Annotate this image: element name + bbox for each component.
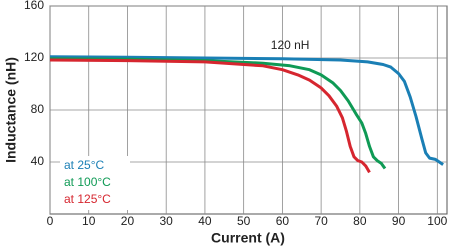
x-axis-title: Current (A) xyxy=(211,230,285,246)
x-tick-label: 90 xyxy=(392,214,406,228)
x-tick-label: 0 xyxy=(47,214,54,228)
series-line xyxy=(49,57,387,170)
x-tick-label: 10 xyxy=(82,214,96,228)
y-axis-title: Inductance (nH) xyxy=(3,57,19,163)
x-tick-label: 100 xyxy=(427,214,447,228)
series-line xyxy=(49,58,371,174)
x-tick-label: 60 xyxy=(276,214,290,228)
y-tick-label: 40 xyxy=(31,154,45,168)
legend-label: at 100°C xyxy=(64,175,111,189)
x-tick-label: 80 xyxy=(353,214,367,228)
legend-label: at 125°C xyxy=(64,192,111,206)
x-tick-label: 20 xyxy=(121,214,135,228)
y-tick-label: 80 xyxy=(31,102,45,116)
legend-label: at 25°C xyxy=(64,158,104,172)
series-line xyxy=(49,55,444,166)
annotation: 120 nH xyxy=(271,38,310,52)
x-tick-label: 70 xyxy=(314,214,328,228)
x-tick-label: 40 xyxy=(198,214,212,228)
y-tick-label: 160 xyxy=(24,0,44,12)
legend-box xyxy=(60,156,130,210)
y-tick-label: 120 xyxy=(24,50,44,64)
x-tick-label: 30 xyxy=(160,214,174,228)
x-tick-label: 50 xyxy=(237,214,251,228)
